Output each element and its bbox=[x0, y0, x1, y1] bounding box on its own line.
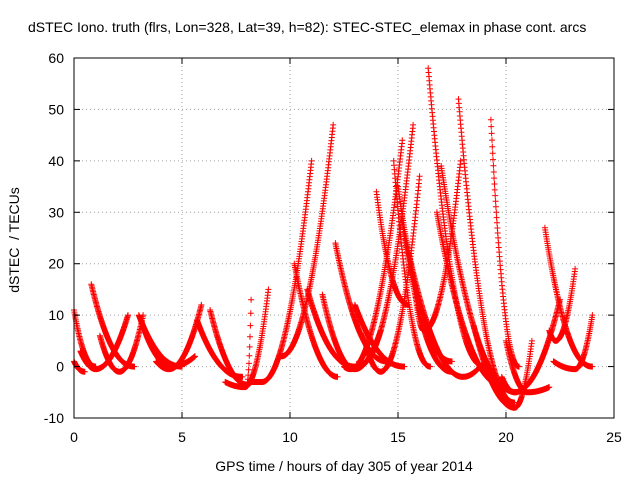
x-axis-label: GPS time / hours of day 305 of year 2014 bbox=[215, 458, 473, 474]
x-tick-label: 5 bbox=[178, 429, 186, 445]
series-points bbox=[550, 312, 596, 373]
plot-frame bbox=[73, 57, 615, 419]
series-points bbox=[412, 157, 464, 334]
series-arc35 bbox=[503, 337, 553, 396]
series-arc32 bbox=[470, 322, 535, 411]
series-arc27 bbox=[412, 157, 464, 334]
x-tick-label: 10 bbox=[282, 429, 298, 445]
x-tick-label: 0 bbox=[70, 429, 78, 445]
series-points bbox=[487, 116, 522, 370]
y-tick-label: 20 bbox=[48, 256, 64, 272]
series-arc37 bbox=[550, 312, 596, 373]
y-tick-label: 60 bbox=[48, 50, 64, 66]
x-tick-label: 25 bbox=[606, 429, 622, 445]
series-arc12 bbox=[248, 157, 315, 385]
series-points bbox=[248, 157, 315, 385]
series-points bbox=[546, 265, 579, 344]
y-tick-label: 30 bbox=[48, 204, 64, 220]
chart-title: dSTEC Iono. truth (flrs, Lon=328, Lat=39… bbox=[28, 19, 587, 35]
series-arc33 bbox=[487, 116, 522, 370]
series-arc14 bbox=[291, 260, 341, 380]
series-points bbox=[373, 188, 412, 308]
series-points bbox=[470, 322, 535, 411]
x-tick-label: 20 bbox=[498, 429, 514, 445]
y-tick-label: -10 bbox=[44, 410, 64, 426]
y-axis-label: dSTEC / TECUs bbox=[6, 187, 22, 293]
series-arc05 bbox=[96, 312, 147, 375]
series-points bbox=[96, 312, 147, 375]
series-arc11 bbox=[222, 286, 272, 391]
series-points bbox=[503, 337, 553, 396]
series-points bbox=[425, 65, 488, 370]
series-points bbox=[390, 157, 434, 370]
series-arc23 bbox=[390, 157, 434, 370]
series-points bbox=[207, 296, 255, 388]
series-arc38 bbox=[546, 265, 579, 344]
series-arc26 bbox=[405, 250, 484, 380]
x-tick-label: 15 bbox=[390, 429, 406, 445]
chart-ticks: 0 5 10 15 20 25 -10 0 10 20 30 40 50 60 bbox=[44, 50, 622, 445]
y-tick-label: 0 bbox=[56, 359, 64, 375]
series-arc28 bbox=[425, 65, 488, 370]
chart-series-group bbox=[71, 65, 596, 411]
series-arc22 bbox=[373, 188, 412, 308]
series-arc10 bbox=[207, 296, 255, 388]
series-points bbox=[222, 286, 272, 391]
y-tick-label: 50 bbox=[48, 101, 64, 117]
series-arc31 bbox=[455, 96, 518, 406]
y-tick-label: 40 bbox=[48, 153, 64, 169]
y-tick-label: 10 bbox=[48, 307, 64, 323]
series-points bbox=[291, 260, 341, 380]
series-points bbox=[455, 96, 518, 406]
series-points bbox=[405, 250, 484, 380]
